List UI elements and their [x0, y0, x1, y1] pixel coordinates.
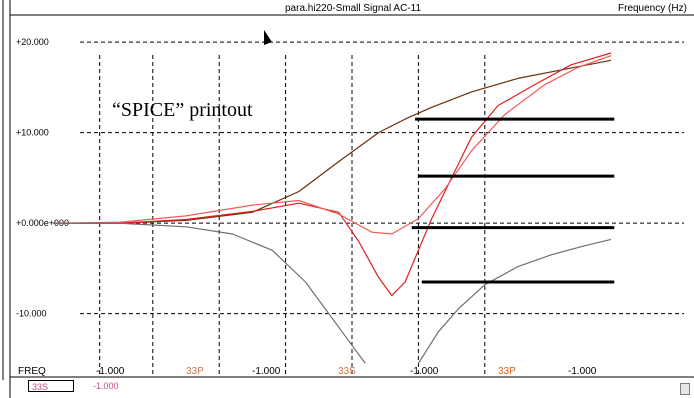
series-line-5	[417, 238, 612, 364]
x-row-label: 33S	[338, 366, 356, 377]
y-tick-label: -10.000	[16, 309, 47, 319]
y-tick-label: +0.000e+000	[16, 218, 69, 228]
spice-printout-annotation: “SPICE” printout	[112, 99, 253, 121]
x-row-label: 33P	[498, 366, 516, 377]
series-line-1	[53, 59, 612, 224]
series-layer	[53, 52, 612, 364]
x-row-label: -1.000	[410, 366, 439, 377]
cursor-arrow-icon	[264, 30, 272, 45]
y-tick-labels: +20.000 +10.000 +0.000e+000 -10.000	[16, 37, 69, 319]
grid-layer	[80, 41, 684, 377]
x-row-label: -1.000	[252, 366, 281, 377]
y-tick-label: +10.000	[16, 128, 49, 138]
bottom-value-box[interactable]: 33S	[28, 380, 74, 392]
series-line-4	[53, 222, 366, 364]
x-row-label: -1.000	[568, 366, 597, 377]
x-axis-label-row: FREQ -1.000 33P -1.000 33S -1.000 33P -1.000	[18, 366, 597, 377]
x-row-label: -1.000	[96, 366, 125, 377]
bottom-box-label: 33S	[32, 382, 49, 392]
scroll-handle[interactable]	[680, 383, 690, 395]
series-line-2	[53, 52, 612, 297]
bottom-box-value: -1.000	[93, 381, 119, 391]
x-row-label: 33P	[186, 366, 204, 377]
series-line-3	[53, 55, 612, 235]
x-axis-caption: Frequency (Hz)	[618, 3, 687, 14]
y-tick-label: +20.000	[16, 37, 49, 47]
x-row-first-label: FREQ	[18, 366, 46, 377]
window-title: para.hi220-Small Signal AC-11	[285, 3, 421, 14]
annotation-bars	[411, 117, 615, 284]
